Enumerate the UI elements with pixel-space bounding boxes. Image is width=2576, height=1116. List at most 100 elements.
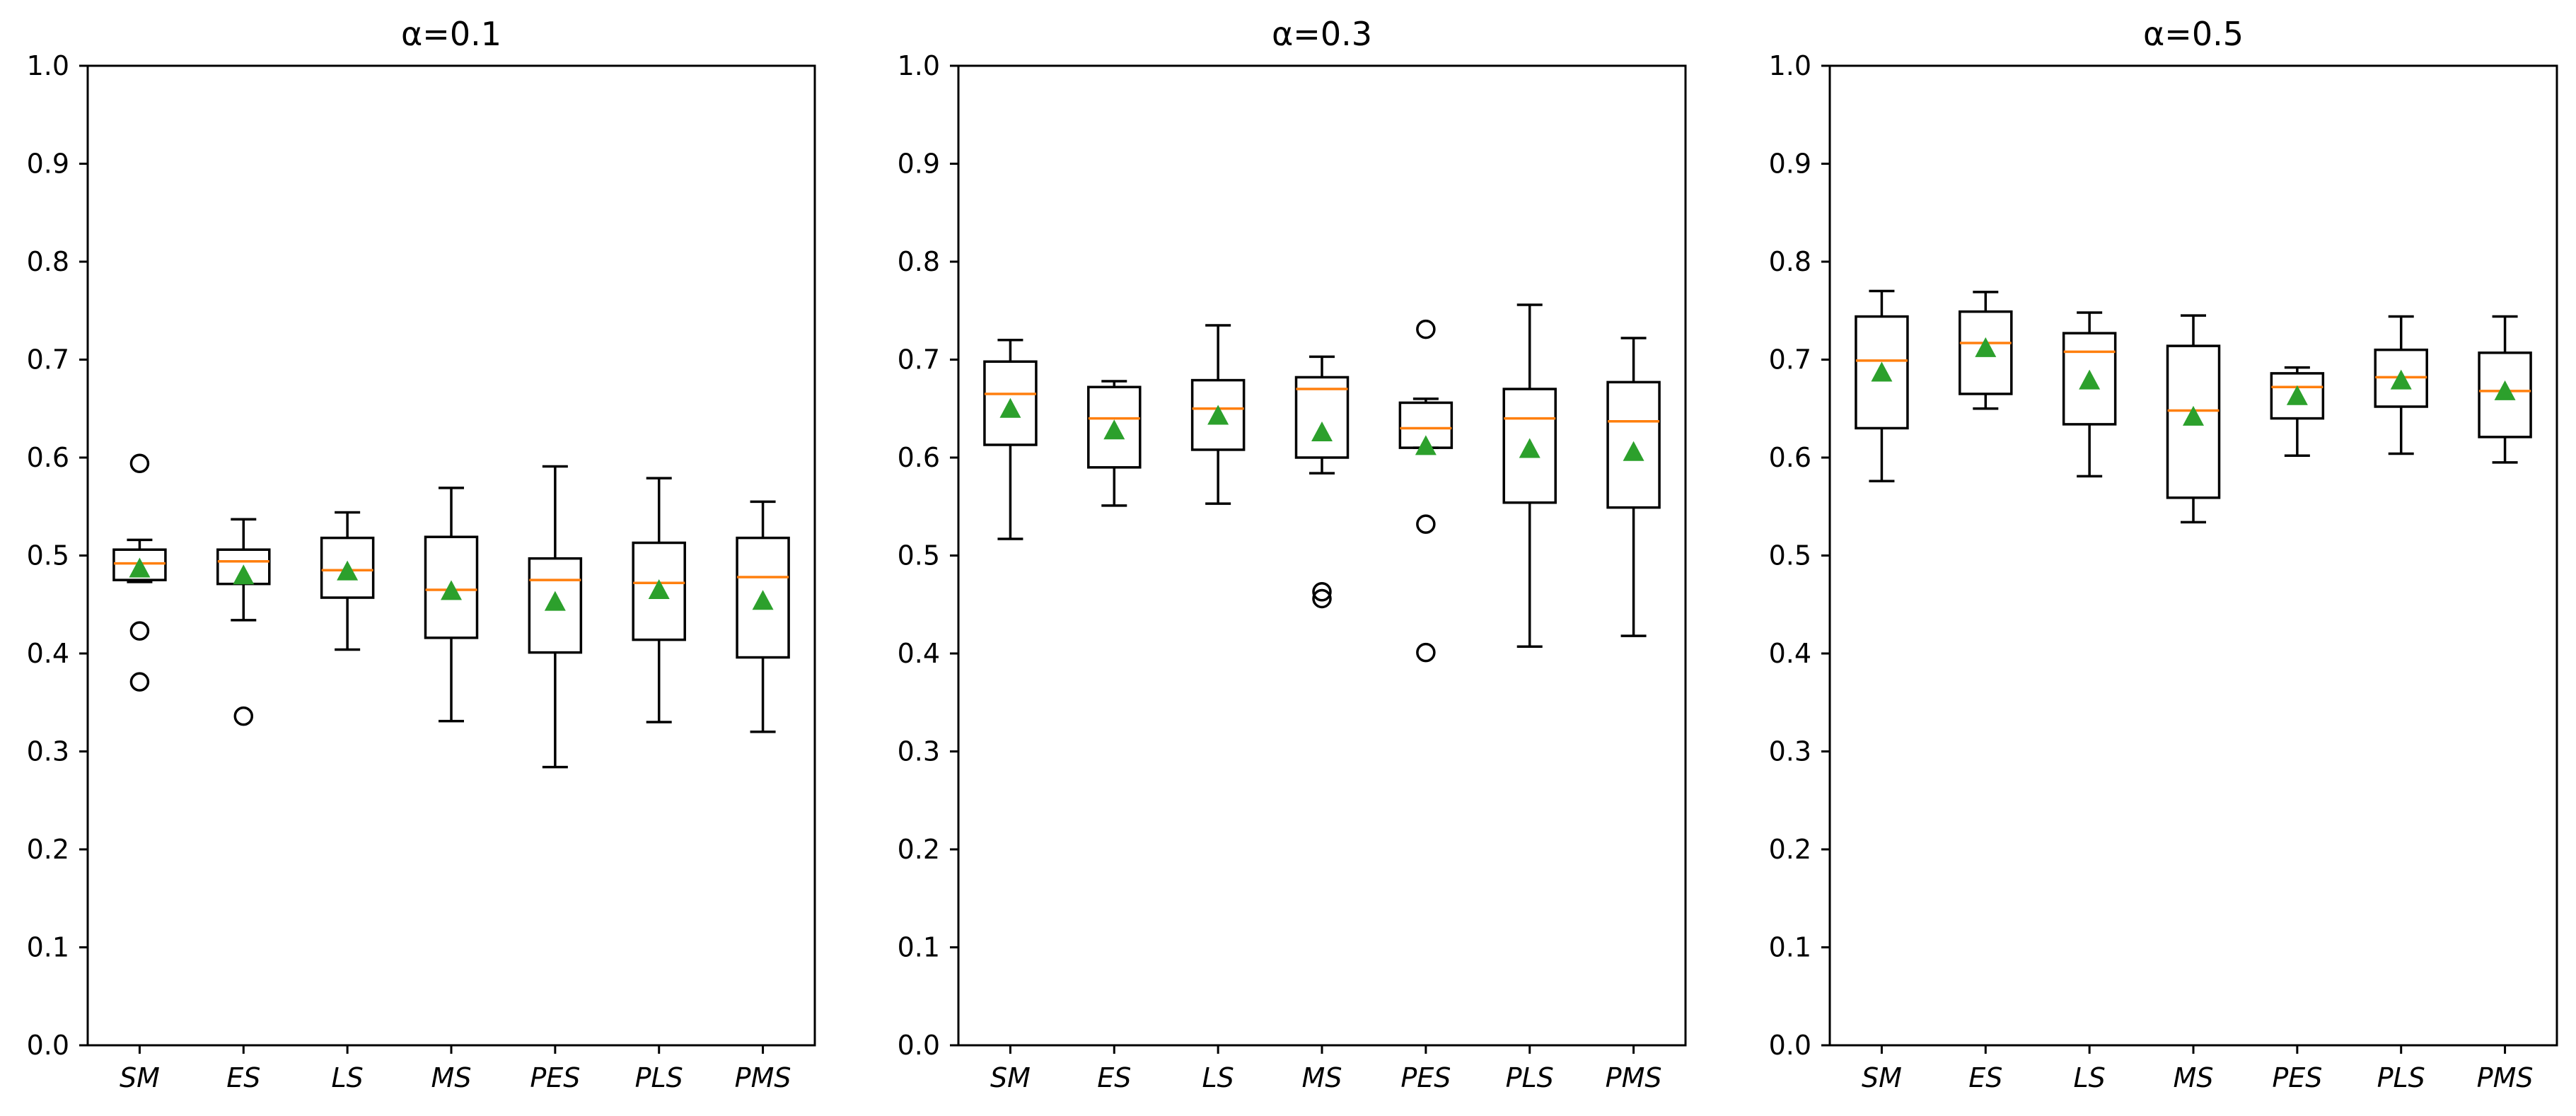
panel-title: α=0.3 [1272,15,1372,53]
y-tick-label: 0.5 [27,540,69,571]
y-axis: 0.0 0.1 0.2 0.3 0.4 0.5 0.6 0.7 0.8 0.9 … [27,50,88,1061]
iqr-box [1294,376,1350,459]
box-sm [112,453,167,692]
x-tick-label-pls: PLS [2377,1062,2425,1093]
box-ls [320,511,375,651]
mean-marker [1623,441,1644,461]
iqr-box [528,557,583,654]
y-tick-label: 0.2 [1769,834,1811,865]
y-tick-label: 0.8 [1769,246,1811,277]
x-tick-label-pms: PMS [2477,1062,2534,1093]
x-tick-label-sm: SM [120,1062,160,1093]
x-tick-label-pls: PLS [635,1062,683,1093]
box-pes [2270,366,2325,457]
x-tick-label-es: ES [226,1062,260,1093]
y-tick-label: 0.1 [27,932,69,963]
box-es [1087,380,1142,507]
iqr-box [2062,332,2117,426]
outlier-point [1416,642,1436,663]
y-tick-label: 1.0 [1769,50,1811,81]
y-tick-label: 0.6 [1769,442,1811,473]
x-tick-label-ls: LS [2073,1062,2105,1093]
boxplot-marks [1855,289,2532,524]
mean-marker [1415,435,1437,455]
outlier-point [1416,514,1436,534]
y-tick-label: 0.2 [898,834,940,865]
box-ms [424,487,479,723]
iqr-box [320,536,375,599]
y-tick-label: 0.3 [1769,736,1811,767]
box-es [1959,291,2013,410]
iqr-box [736,536,790,659]
panel-alpha-0-1: α=0.1 0.0 0.1 0.2 0.3 0.4 0.5 0.6 0.7 0.… [27,15,816,1093]
outlier-point [1312,581,1332,602]
mean-marker [2183,405,2204,426]
iqr-box [424,535,479,639]
x-tick-label-pes: PES [530,1062,580,1093]
x-tick-label-pes: PES [1400,1062,1451,1093]
panel-title: α=0.1 [401,15,501,53]
y-tick-label: 0.4 [1769,638,1811,669]
mean-marker [1871,361,1893,382]
y-tick-label: 0.3 [898,736,940,767]
iqr-box [1959,310,2013,395]
outlier-point [1312,588,1332,609]
y-tick-label: 0.2 [27,834,69,865]
box-pms [736,500,790,733]
y-tick-label: 1.0 [27,50,69,81]
box-ls [1190,324,1246,505]
y-tick-label: 0.0 [898,1030,940,1061]
mean-marker [1103,419,1125,440]
y-tick-label: 0.0 [1769,1030,1811,1061]
y-tick-label: 0.9 [1769,149,1811,180]
y-axis: 0.0 0.1 0.2 0.3 0.4 0.5 0.6 0.7 0.8 0.9 … [1769,50,1830,1061]
mean-marker [999,397,1021,418]
iqr-box [2478,351,2532,438]
y-tick-label: 0.6 [898,442,940,473]
outlier-point [129,453,150,474]
x-tick-label-sm: SM [1862,1062,1902,1093]
boxplot-marks [112,453,790,769]
x-tick-label-pls: PLS [1506,1062,1554,1093]
y-tick-label: 0.5 [898,540,940,571]
y-tick-label: 0.1 [898,932,940,963]
mean-marker [2079,369,2101,390]
x-tick-label-ls: LS [1202,1062,1234,1093]
x-tick-label-pes: PES [2272,1062,2322,1093]
y-tick-label: 0.9 [27,149,69,180]
outlier-point [233,706,254,726]
box-pes [528,465,583,769]
iqr-box [112,548,167,581]
box-sm [1855,289,1909,482]
plot-frame [957,64,1687,1047]
panel-alpha-0-5: α=0.5 0.0 0.1 0.2 0.3 0.4 0.5 0.6 0.7 0.… [1769,15,2558,1093]
x-axis: SM ES LS MS PES PLS PMS [990,1045,1662,1093]
x-tick-label-ms: MS [2174,1062,2214,1093]
box-pls [1502,303,1557,649]
box-ls [2062,311,2117,478]
iqr-box [2166,344,2221,499]
x-tick-label-pms: PMS [1606,1062,1662,1093]
box-sm [983,339,1038,540]
plot-frame [1828,64,2558,1047]
mean-marker [752,590,774,610]
x-axis: SM ES LS MS PES PLS PMS [120,1045,791,1093]
box-pms [2478,315,2532,464]
outlier-point [129,621,150,641]
x-tick-label-ms: MS [1302,1062,1342,1093]
y-tick-label: 0.7 [27,344,69,376]
boxplot-marks [983,303,1661,663]
mean-marker [1975,337,1997,357]
y-tick-label: 0.4 [898,638,940,669]
y-tick-label: 0.7 [1769,344,1811,376]
mean-marker [2286,385,2308,405]
box-pms [1606,337,1661,637]
mean-marker [233,564,255,585]
x-tick-label-es: ES [1968,1062,2002,1093]
y-tick-label: 0.8 [898,246,940,277]
mean-marker [337,560,359,581]
x-tick-label-es: ES [1097,1062,1131,1093]
y-tick-label: 1.0 [898,50,940,81]
mean-marker [2390,369,2412,390]
